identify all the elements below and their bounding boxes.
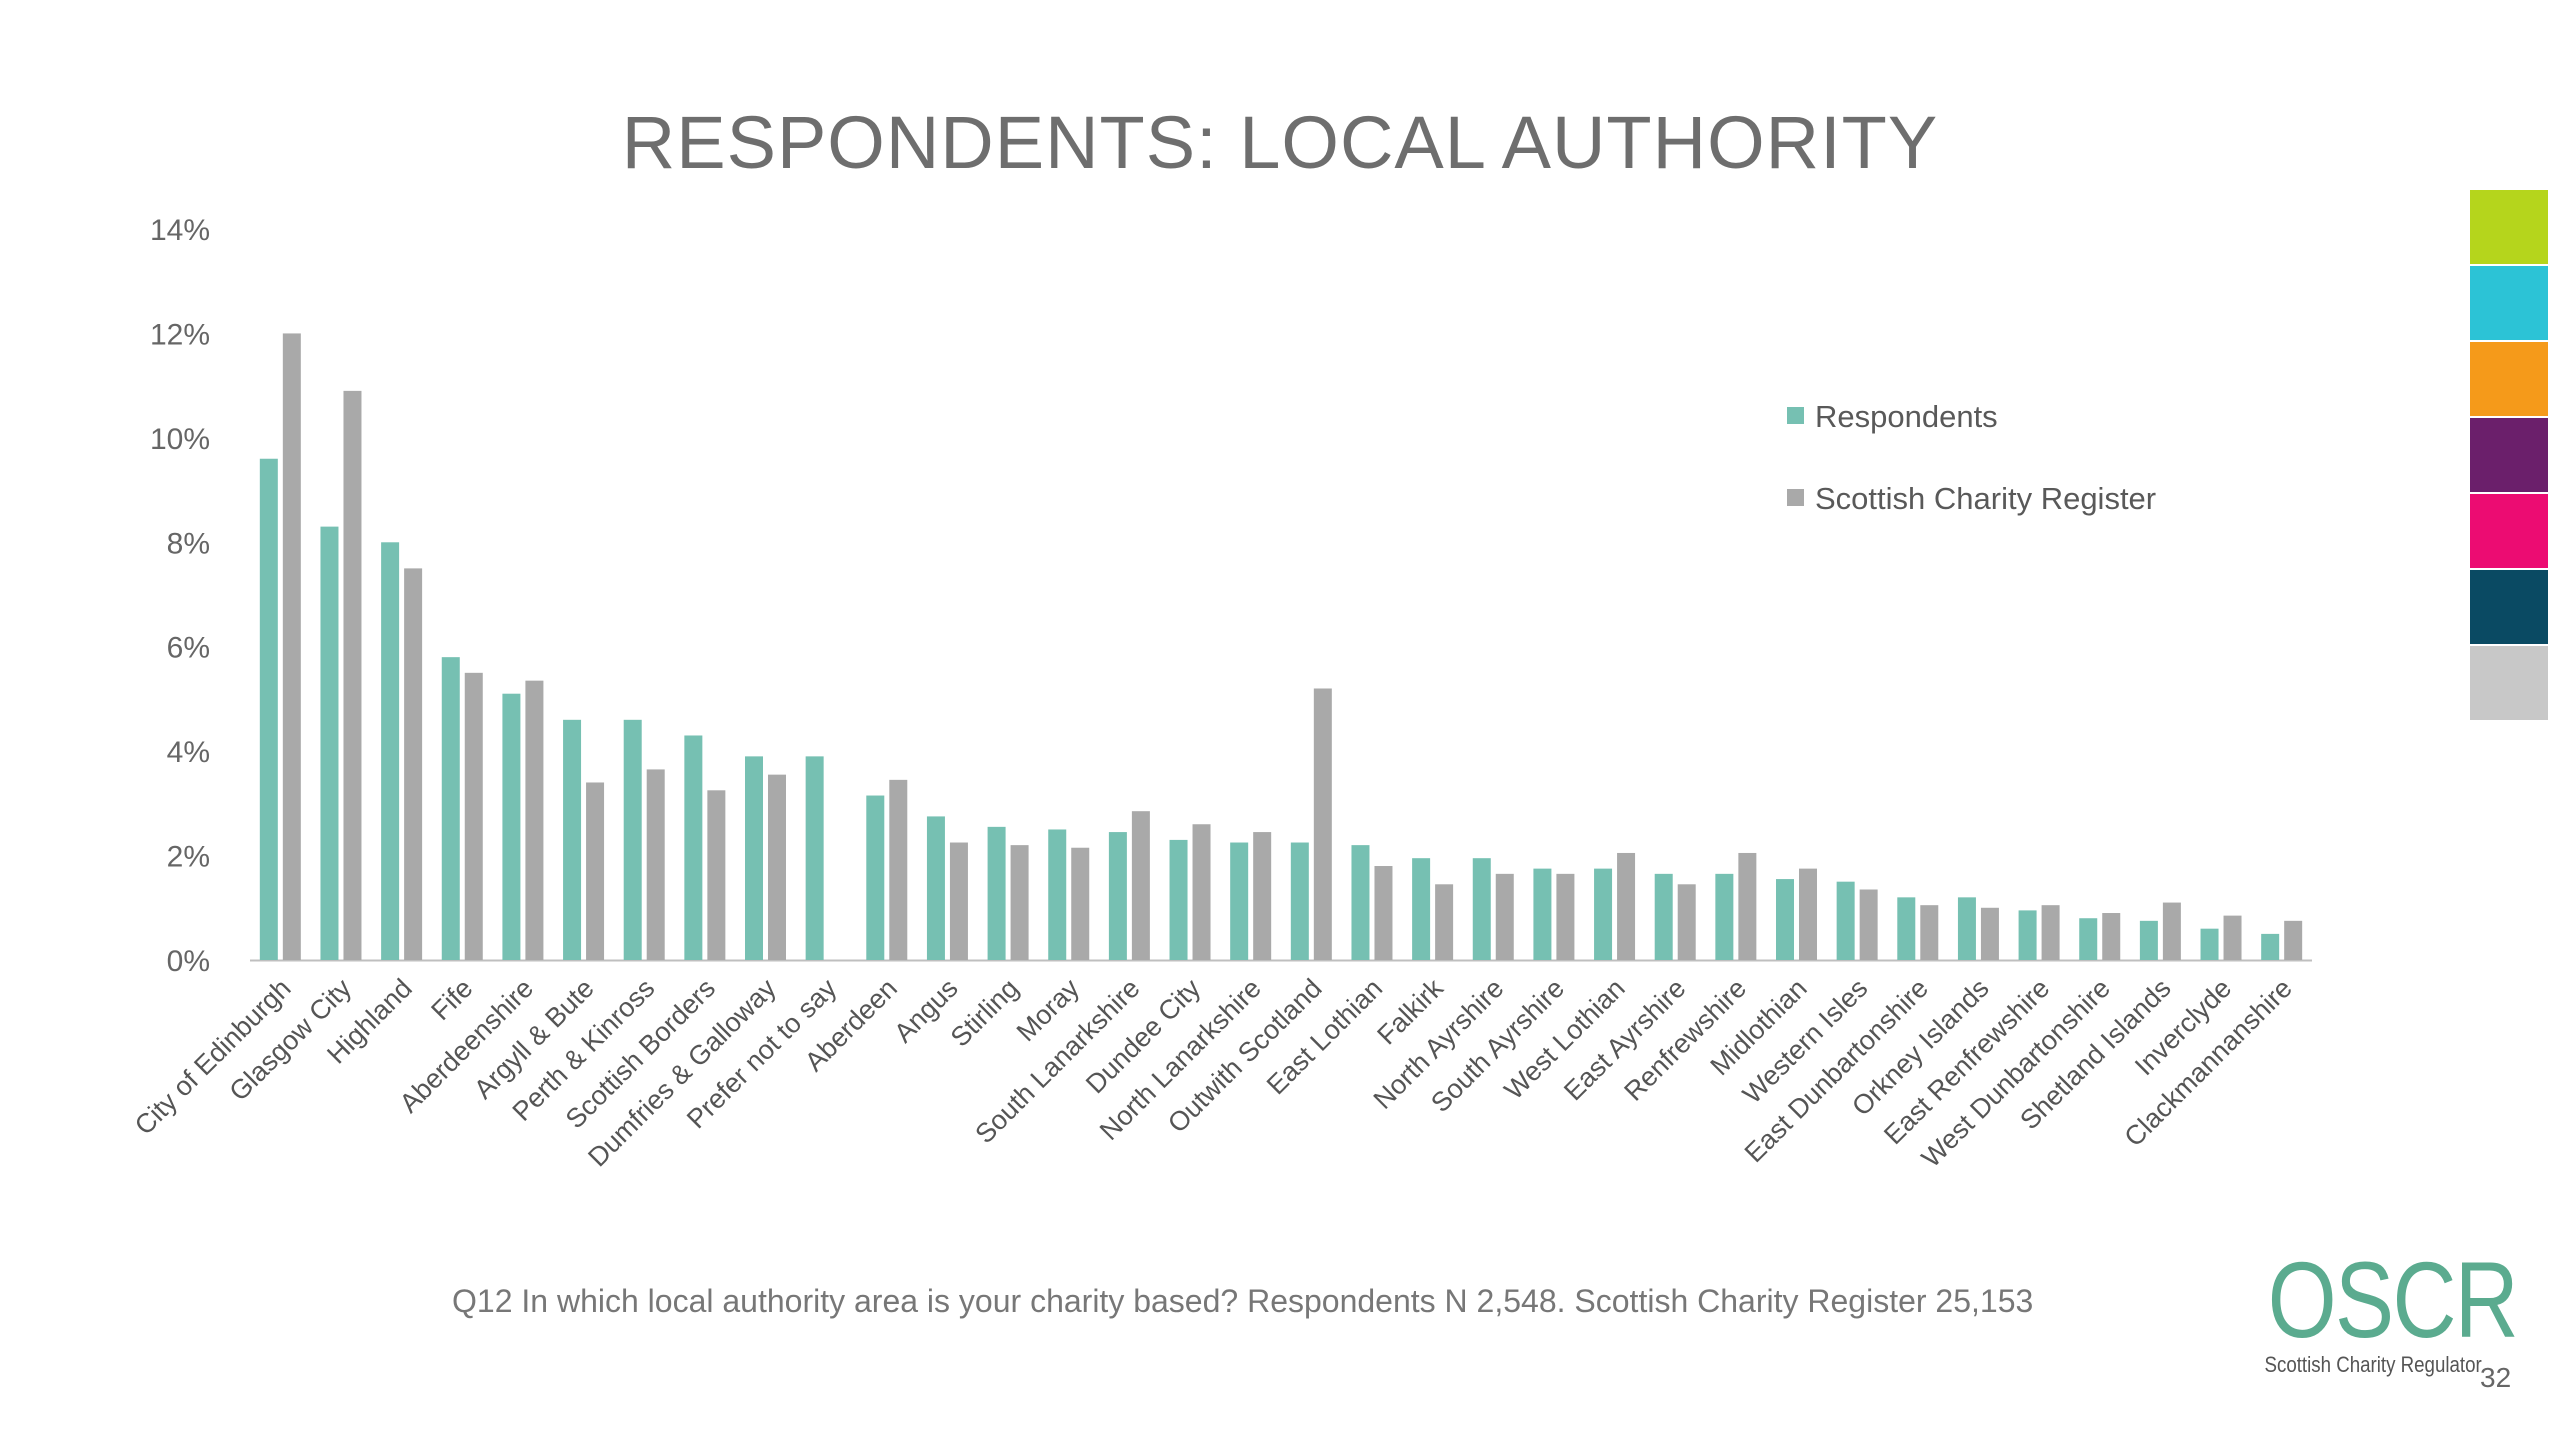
bar-respondents — [1412, 858, 1431, 960]
bar-respondents — [259, 458, 278, 960]
bar-respondents — [1472, 858, 1491, 960]
bar-respondents — [563, 719, 582, 960]
bar-respondents — [1776, 879, 1794, 960]
bar-register — [1859, 889, 1878, 960]
logo-wordmark: OSCR — [2267, 1239, 2519, 1360]
bar-register — [1253, 832, 1272, 960]
color-swatch — [2470, 342, 2548, 418]
bar-respondents — [684, 735, 703, 960]
bar-respondents — [1290, 842, 1309, 960]
bar-register — [768, 774, 786, 960]
bar-respondents — [1654, 873, 1673, 960]
bar-register — [889, 779, 908, 960]
bar-respondents — [1897, 897, 1916, 960]
bar-register — [1677, 884, 1696, 960]
bar-register — [1010, 845, 1029, 960]
y-tick-label: 4% — [167, 736, 210, 769]
chart-caption: Q12 In which local authority area is you… — [452, 1283, 2034, 1319]
color-swatch — [2470, 190, 2548, 266]
bar-respondents — [2261, 933, 2280, 960]
bar-register — [464, 672, 483, 960]
bar-respondents — [2079, 918, 2098, 960]
bar-register — [1980, 907, 1999, 960]
bar-respondents — [2200, 928, 2219, 960]
y-tick-label: 12% — [150, 318, 210, 351]
x-tick-label: Fife — [425, 973, 478, 1026]
bar-register — [1131, 811, 1150, 960]
color-swatch — [2470, 570, 2548, 646]
bar-register — [586, 782, 605, 960]
bar-respondents — [320, 526, 339, 960]
y-tick-label: 0% — [167, 945, 210, 978]
bar-respondents — [441, 657, 460, 960]
legend-swatch — [1787, 407, 1804, 424]
bar-respondents — [805, 756, 824, 960]
bar-respondents — [2018, 910, 2037, 960]
bar-register — [2162, 902, 2181, 960]
color-swatch — [2470, 266, 2548, 342]
bar-register — [949, 842, 968, 960]
bar-register — [1556, 873, 1575, 960]
bar-respondents — [1533, 868, 1552, 960]
bar-respondents — [1351, 845, 1370, 960]
bar-respondents — [745, 756, 763, 960]
bar-register — [2223, 915, 2242, 960]
bar-register — [1738, 852, 1757, 960]
page-number: 32 — [2480, 1362, 2512, 1393]
color-swatch — [2470, 494, 2548, 570]
bar-register — [1435, 884, 1454, 960]
bar-register — [282, 333, 301, 960]
bar-register — [2041, 905, 2060, 960]
color-swatch — [2470, 646, 2548, 722]
bar-respondents — [2139, 920, 2158, 960]
bar-respondents — [502, 693, 521, 960]
bar-respondents — [1836, 881, 1855, 960]
bar-respondents — [1108, 832, 1127, 960]
bar-register — [404, 568, 423, 960]
oscr-logo: OSCR Scottish Charity Regulator — [2248, 1239, 2519, 1378]
y-tick-label: 14% — [150, 214, 210, 247]
legend-swatch — [1787, 489, 1804, 506]
bar-respondents — [1957, 897, 1976, 960]
bar-respondents — [987, 826, 1006, 960]
bar-respondents — [1715, 873, 1734, 960]
bar-register — [2102, 913, 2121, 960]
bar-respondents — [1169, 839, 1188, 960]
legend-label: Scottish Charity Register — [1815, 481, 2156, 516]
bar-respondents — [1594, 868, 1613, 960]
bar-respondents — [1048, 829, 1067, 960]
bar-register — [1374, 866, 1393, 960]
bar-respondents — [866, 795, 885, 960]
bar-register — [1071, 847, 1090, 960]
legend-label: Respondents — [1815, 399, 1998, 434]
bar-register — [1799, 868, 1817, 960]
bar-register — [1495, 873, 1514, 960]
y-tick-label: 6% — [167, 632, 210, 665]
color-swatch — [2470, 418, 2548, 494]
bar-register — [343, 390, 362, 961]
bar-register — [525, 680, 544, 960]
slide-title: RESPONDENTS: LOCAL AUTHORITY — [621, 101, 1939, 184]
logo-subtitle: Scottish Charity Regulator — [2264, 1352, 2482, 1377]
color-strip — [2470, 190, 2548, 722]
bar-respondents — [1230, 842, 1249, 960]
bar-respondents — [623, 719, 642, 960]
y-tick-label: 10% — [150, 423, 210, 456]
bar-register — [1617, 852, 1636, 960]
bar-register — [1920, 905, 1939, 960]
bar-register — [1192, 824, 1211, 960]
bar-chart: 0%2%4%6%8%10%12%14%City of EdinburghGlas… — [129, 214, 2312, 1173]
bar-register — [2284, 920, 2303, 960]
bar-respondents — [926, 816, 945, 960]
bar-register — [646, 769, 665, 960]
bar-register — [707, 790, 726, 960]
y-tick-label: 2% — [167, 841, 210, 874]
x-tick-label: Stirling — [945, 973, 1025, 1053]
bar-respondents — [381, 542, 400, 960]
bar-register — [1313, 688, 1332, 960]
y-tick-label: 8% — [167, 527, 210, 560]
